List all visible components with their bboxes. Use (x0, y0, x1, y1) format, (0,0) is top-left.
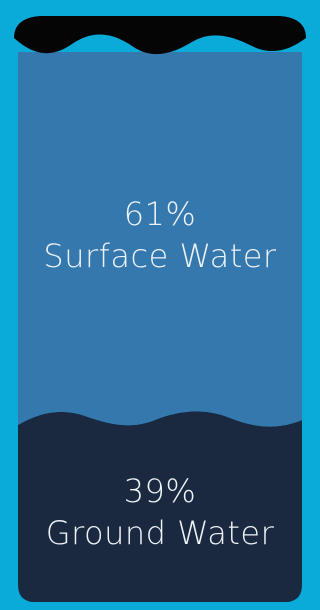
surface-water-percent: 61% (123, 195, 197, 233)
ground-water-name: Ground Water (45, 514, 275, 552)
surface-water-name: Surface Water (43, 237, 277, 275)
ground-water-label: 39% Ground Water (0, 470, 320, 554)
surface-water-segment (18, 52, 302, 427)
ground-water-percent: 39% (123, 472, 197, 510)
ground-water-segment (18, 411, 302, 602)
surface-water-label: 61% Surface Water (0, 193, 320, 277)
tank-top-wave (14, 16, 306, 55)
